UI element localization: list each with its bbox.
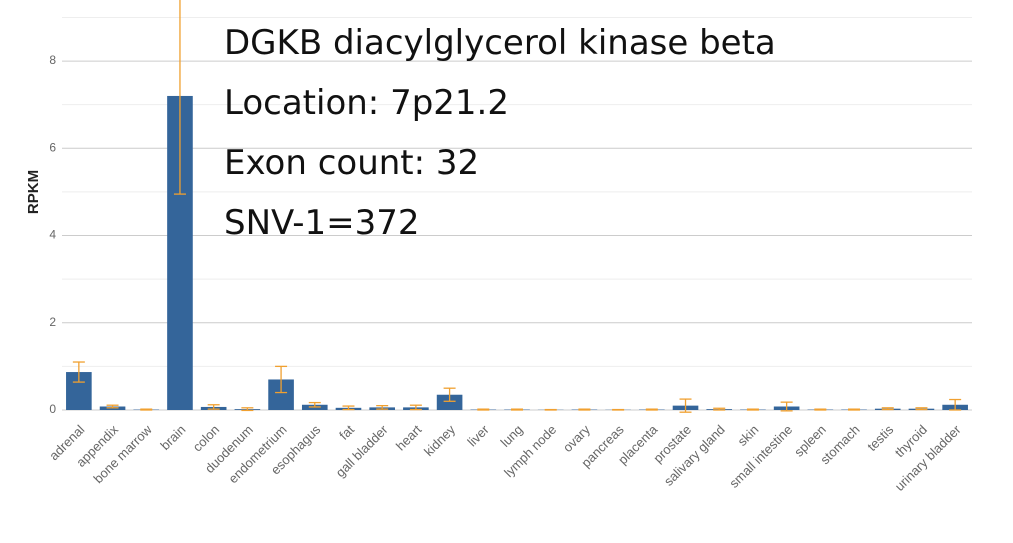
y-tick-label: 4 — [49, 228, 56, 242]
error-bar — [308, 401, 321, 408]
error-bar — [207, 404, 220, 410]
x-tick-label: skin — [735, 422, 762, 449]
annotation: SNV-1=372 — [224, 203, 420, 243]
error-bar — [140, 408, 153, 411]
error-bar — [477, 408, 490, 411]
error-bar — [679, 398, 692, 413]
error-bar — [713, 407, 726, 411]
x-tick-label: fat — [336, 422, 357, 443]
error-bar — [106, 404, 119, 409]
error-bar — [275, 365, 288, 394]
error-bar — [409, 404, 422, 411]
y-tick-label: 6 — [49, 140, 56, 154]
y-tick-label: 0 — [49, 402, 56, 416]
x-tick-label: kidney — [421, 422, 459, 460]
error-bar — [578, 408, 591, 411]
error-bar — [881, 407, 894, 411]
error-bar — [342, 405, 355, 411]
error-bar — [72, 361, 85, 383]
annotation: Location: 7p21.2 — [224, 83, 509, 123]
error-bar — [780, 401, 793, 412]
error-bar — [915, 407, 928, 411]
y-tick-label: 8 — [49, 53, 56, 67]
x-tick-label: liver — [464, 421, 492, 449]
error-bar — [241, 407, 254, 412]
y-axis-label: RPKM — [25, 170, 42, 214]
error-bar — [814, 408, 827, 411]
error-bar — [848, 408, 861, 411]
y-tick-label: 2 — [49, 315, 56, 329]
x-tick-label: brain — [157, 422, 188, 453]
error-bar — [173, 0, 186, 195]
bar — [436, 394, 463, 410]
annotation: Exon count: 32 — [224, 143, 479, 183]
error-bar — [949, 398, 962, 411]
x-tick-label: lung — [498, 422, 526, 450]
error-bar — [376, 404, 389, 410]
error-bar — [645, 408, 658, 411]
annotation: DGKB diacylglycerol kinase beta — [224, 23, 776, 63]
error-bar — [511, 408, 523, 411]
error-bar — [746, 408, 759, 411]
error-bar — [443, 387, 456, 402]
